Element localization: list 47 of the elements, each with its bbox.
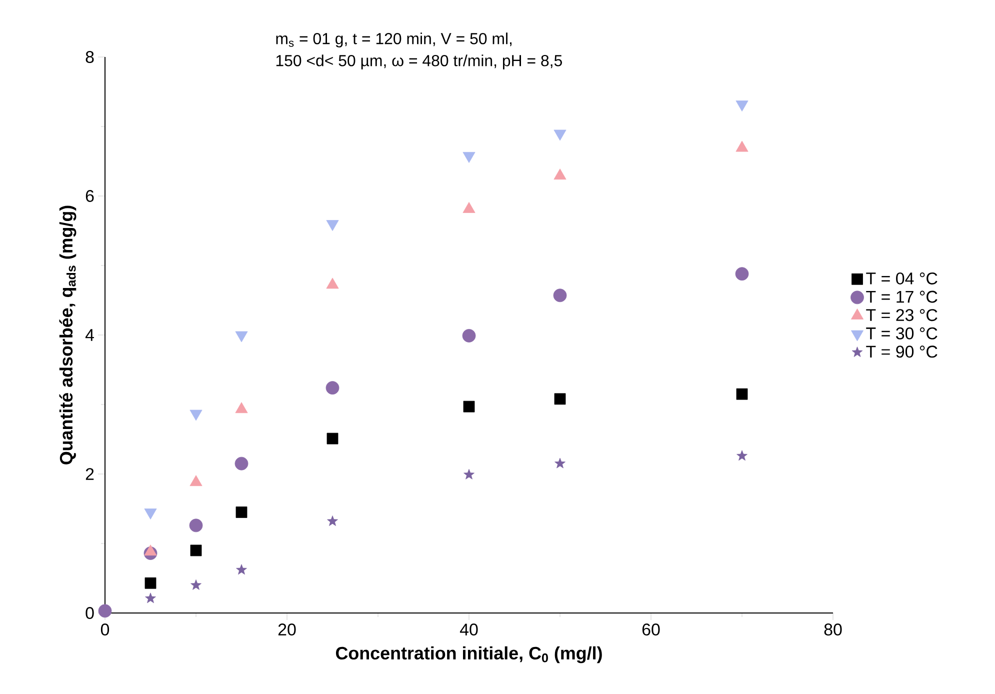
point xyxy=(144,577,156,589)
annotation: 150 <d< 50 µm, ω = 480 tr/min, pH = 8,5 xyxy=(276,54,562,70)
point xyxy=(190,544,202,556)
point xyxy=(554,393,566,405)
y-tick-label: 2 xyxy=(86,468,94,480)
point xyxy=(145,592,156,604)
point xyxy=(554,130,566,141)
point xyxy=(463,400,475,412)
point xyxy=(735,267,749,281)
y-tick-label: 4 xyxy=(85,329,94,341)
point xyxy=(189,518,203,532)
y-axis-title: Quantité adsorbée, q$_{ads}$ (mg/g) xyxy=(59,206,76,464)
point xyxy=(462,328,476,342)
point xyxy=(236,506,248,518)
point xyxy=(190,475,202,486)
point xyxy=(326,432,338,444)
point xyxy=(736,450,748,461)
point xyxy=(144,544,157,556)
point xyxy=(462,152,476,163)
point xyxy=(736,388,748,400)
point xyxy=(190,580,202,590)
point xyxy=(236,564,247,575)
x-axis-title: Concentration initiale, C$_{0}$ (mg/l) xyxy=(336,646,602,664)
point xyxy=(235,331,248,342)
y-tick-label: 6 xyxy=(86,190,94,202)
point xyxy=(553,288,567,302)
point xyxy=(736,100,748,112)
point xyxy=(326,220,339,231)
point xyxy=(326,381,340,395)
legend-label: T = 90 °C xyxy=(866,346,938,358)
point xyxy=(234,456,248,470)
x-tick-label: 0 xyxy=(100,624,110,636)
x-tick-label: 40 xyxy=(460,624,478,636)
legend-label: T = 04 °C xyxy=(866,272,938,284)
y-tick-label: 8 xyxy=(86,51,94,63)
point xyxy=(554,458,566,468)
x-tick-label: 80 xyxy=(824,624,842,636)
x-tick-label: 20 xyxy=(278,624,296,636)
legend-label: T = 30 °C xyxy=(866,327,938,340)
legend-label: T = 17 °C xyxy=(866,290,938,303)
point xyxy=(327,516,338,526)
x-tick-label: 60 xyxy=(642,624,660,636)
y-tick-label: 0 xyxy=(86,607,94,619)
point xyxy=(464,468,474,480)
point xyxy=(98,604,112,618)
legend-label: T = 23 °C xyxy=(866,309,938,322)
text: m$_{s}$ = 01 g, t = 120 min, V = 50 ml, xyxy=(276,32,512,48)
